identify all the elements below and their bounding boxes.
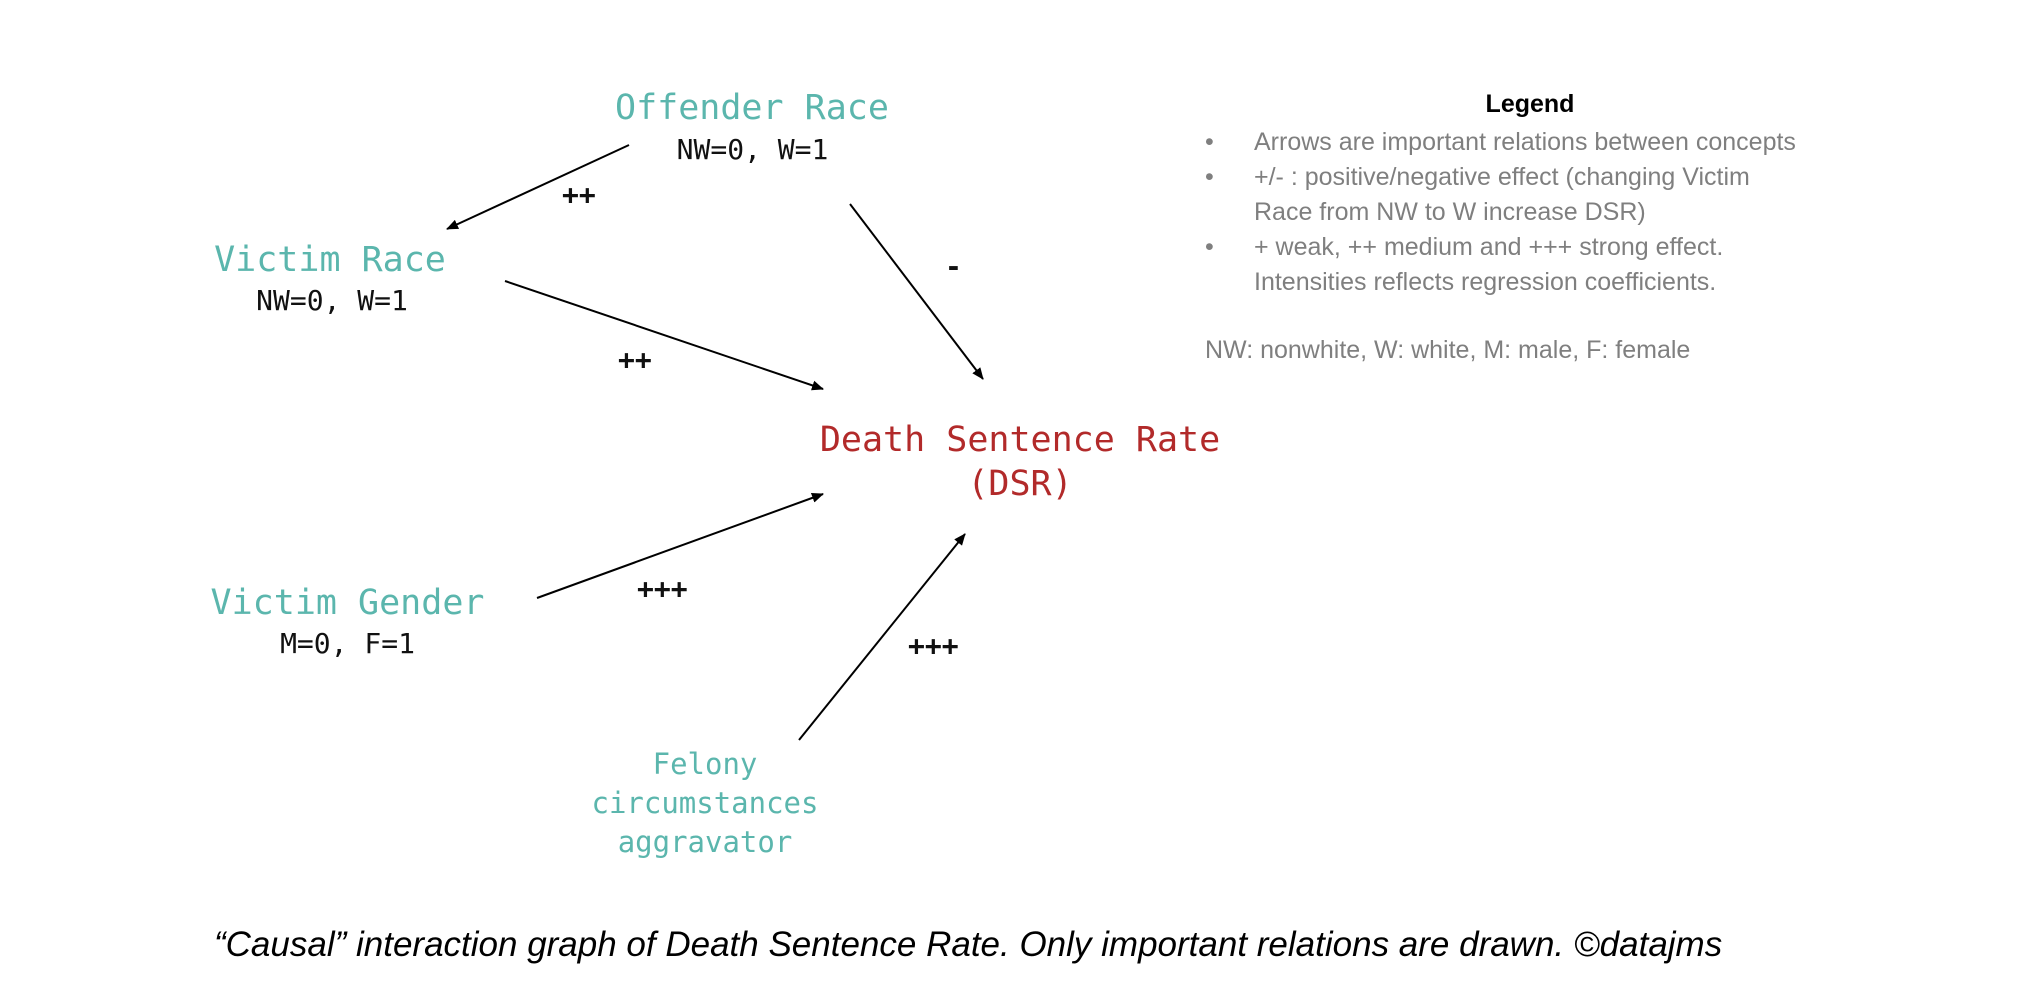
figure-caption: “Causal” interaction graph of Death Sent… bbox=[214, 925, 1723, 964]
legend-item-line-1: Arrows are important relations between c… bbox=[1254, 128, 1796, 156]
legend-item: • +/- : positive/negative effect (changi… bbox=[1205, 160, 1905, 230]
legend-item-line-2: Race from NW to W increase DSR) bbox=[1254, 198, 1646, 226]
bullet-icon: • bbox=[1205, 128, 1214, 156]
edge-label-offender-to-victim: ++ bbox=[562, 178, 596, 211]
legend-item: • Arrows are important relations between… bbox=[1205, 125, 1905, 160]
dsr-node: Death Sentence Rate (DSR) bbox=[815, 418, 1225, 506]
legend-title: Legend bbox=[1485, 90, 1575, 118]
legend-item: • + weak, ++ medium and +++ strong effec… bbox=[1205, 230, 1905, 300]
offender-race-title: Offender Race bbox=[615, 88, 889, 128]
edge-label-felony-to-dsr: +++ bbox=[908, 629, 959, 662]
arrow-offender-to-victim-race bbox=[446, 144, 630, 230]
dsr-line-1: Death Sentence Rate bbox=[819, 420, 1221, 460]
dsr-line-2: (DSR) bbox=[967, 464, 1073, 504]
bullet-icon: • bbox=[1205, 163, 1214, 191]
victim-race-title: Victim Race bbox=[214, 240, 446, 280]
arrow-felony-to-dsr bbox=[798, 533, 966, 741]
legend-abbreviations-note: NW: nonwhite, W: white, M: male, F: fema… bbox=[1205, 336, 1691, 364]
felony-aggravator-node: Felony circumstances aggravator bbox=[575, 745, 835, 862]
bullet-icon: • bbox=[1205, 233, 1214, 261]
legend-item-line-1: +/- : positive/negative effect (changing… bbox=[1254, 163, 1750, 191]
edge-label-victim-gender-to-dsr: +++ bbox=[637, 572, 688, 605]
edge-label-victim-race-to-dsr: ++ bbox=[618, 343, 652, 376]
victim-gender-encoding: M=0, F=1 bbox=[280, 627, 415, 660]
offender-race-encoding: NW=0, W=1 bbox=[676, 133, 829, 166]
felony-line-3: aggravator bbox=[617, 825, 793, 859]
arrow-victim-gender-to-dsr bbox=[536, 493, 824, 599]
felony-line-1: Felony bbox=[652, 747, 758, 781]
legend-item-line-2: Intensities reflects regression coeffici… bbox=[1254, 268, 1717, 296]
arrow-offender-to-dsr bbox=[849, 203, 984, 380]
victim-race-encoding: NW=0, W=1 bbox=[256, 284, 408, 317]
legend-item-line-1: + weak, ++ medium and +++ strong effect. bbox=[1254, 233, 1724, 261]
legend: Legend • Arrows are important relations … bbox=[1205, 90, 1905, 368]
legend-list: • Arrows are important relations between… bbox=[1205, 125, 1905, 300]
arrow-victim-race-to-dsr bbox=[504, 280, 824, 391]
felony-line-2: circumstances bbox=[591, 786, 819, 820]
victim-gender-title: Victim Gender bbox=[210, 583, 485, 623]
edge-label-offender-to-dsr: - bbox=[945, 250, 962, 283]
